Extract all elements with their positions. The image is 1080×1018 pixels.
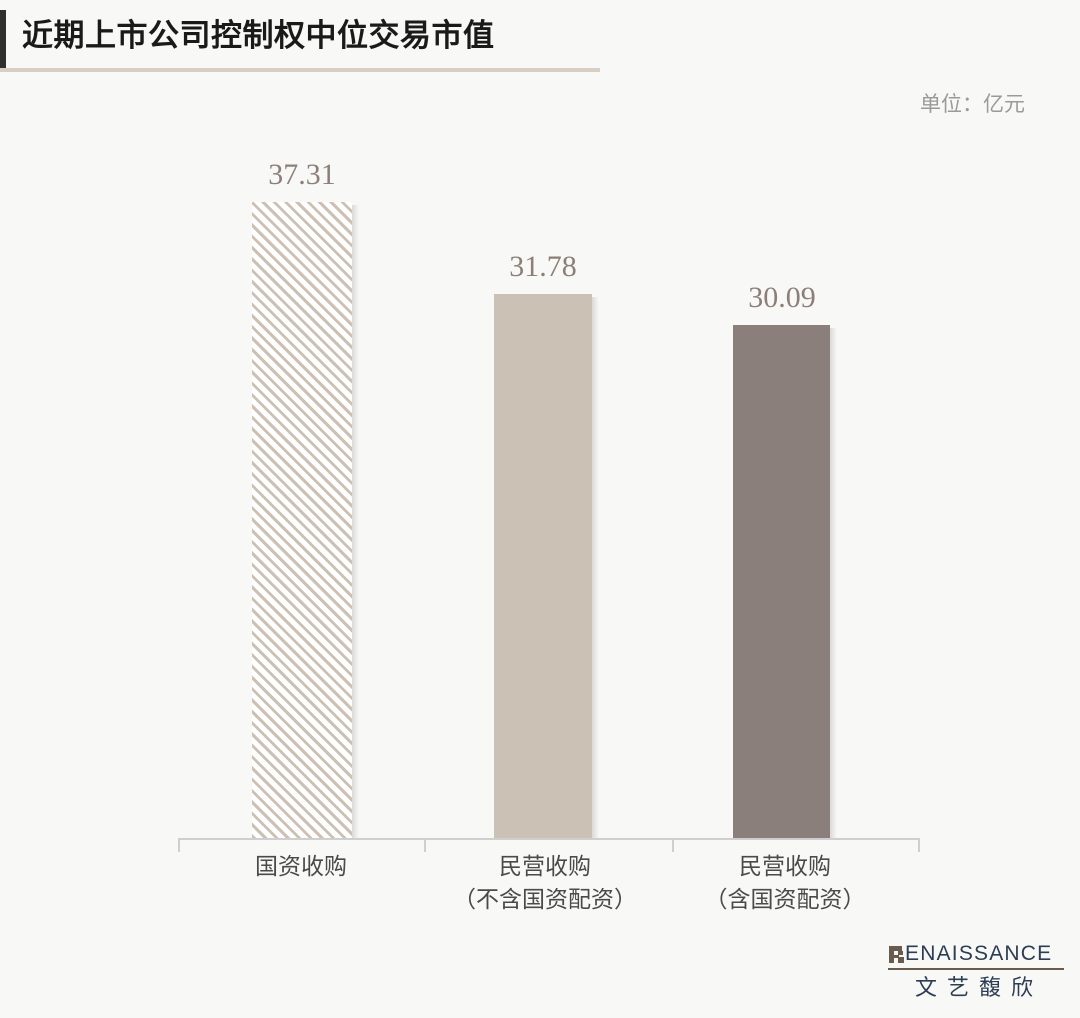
x-axis-label-3: 民营收购 （含国资配资） bbox=[660, 850, 910, 916]
bar-1[interactable] bbox=[252, 202, 359, 838]
x-axis-label-1: 国资收购 bbox=[178, 850, 424, 883]
bar-value-label-1: 37.31 bbox=[268, 158, 336, 191]
x-axis-tick-3 bbox=[918, 838, 920, 852]
x-axis-tick-2 bbox=[672, 838, 674, 852]
x-axis-tick-1 bbox=[424, 838, 426, 852]
bar-2[interactable] bbox=[494, 294, 599, 838]
renaissance-r-mark-icon bbox=[889, 946, 904, 963]
x-axis-label-3-line2: （含国资配资） bbox=[704, 887, 866, 912]
logo-wordmark-text: ENAISSANCE bbox=[905, 942, 1053, 965]
page-title: 近期上市公司控制权中位交易市值 bbox=[22, 18, 495, 53]
brand-logo: ENAISSANCE 文艺馥欣 bbox=[888, 942, 1064, 1002]
bar-3[interactable] bbox=[733, 325, 837, 838]
unit-caption: 单位：亿元 bbox=[920, 92, 1025, 116]
bar-value-label-2: 31.78 bbox=[509, 250, 577, 283]
x-axis-tick-0 bbox=[178, 838, 180, 852]
x-axis-label-2: 民营收购 （不含国资配资） bbox=[420, 850, 670, 916]
logo-divider bbox=[888, 968, 1064, 970]
x-axis-label-3-line1: 民营收购 bbox=[739, 854, 831, 879]
x-axis-line bbox=[178, 838, 920, 840]
logo-chinese-name: 文艺馥欣 bbox=[914, 975, 1043, 1000]
title-accent-bar bbox=[0, 10, 6, 68]
x-axis-label-2-line1: 民营收购 bbox=[499, 854, 591, 879]
title-underline bbox=[0, 68, 600, 72]
logo-wordmark-row: ENAISSANCE bbox=[888, 942, 1064, 966]
x-axis-label-1-line1: 国资收购 bbox=[255, 854, 347, 879]
x-axis-label-2-line2: （不含国资配资） bbox=[453, 887, 637, 912]
bar-value-label-3: 30.09 bbox=[748, 281, 816, 314]
